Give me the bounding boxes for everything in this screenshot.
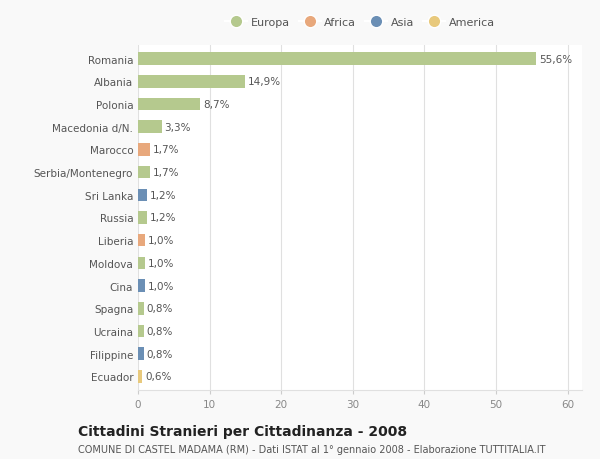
Text: 1,2%: 1,2% (149, 190, 176, 201)
Bar (138, 235, 145, 247)
Text: 0,8%: 0,8% (146, 303, 173, 313)
Bar (138, 53, 536, 66)
Text: 14,9%: 14,9% (248, 77, 281, 87)
Bar (138, 347, 144, 360)
Bar (138, 325, 144, 337)
Text: Cittadini Stranieri per Cittadinanza - 2008: Cittadini Stranieri per Cittadinanza - 2… (78, 425, 407, 438)
Bar (138, 121, 161, 134)
Text: 55,6%: 55,6% (539, 55, 572, 64)
Bar (138, 76, 245, 89)
Bar (138, 189, 146, 202)
Text: 0,8%: 0,8% (146, 326, 173, 336)
Text: 0,8%: 0,8% (146, 349, 173, 359)
Legend: Europa, Africa, Asia, America: Europa, Africa, Asia, America (221, 14, 499, 33)
Text: COMUNE DI CASTEL MADAMA (RM) - Dati ISTAT al 1° gennaio 2008 - Elaborazione TUTT: COMUNE DI CASTEL MADAMA (RM) - Dati ISTA… (78, 444, 545, 454)
Bar (138, 144, 150, 157)
Text: 1,7%: 1,7% (153, 168, 179, 178)
Text: 1,0%: 1,0% (148, 235, 175, 246)
Text: 3,3%: 3,3% (164, 123, 191, 133)
Bar (138, 370, 142, 383)
Text: 8,7%: 8,7% (203, 100, 230, 110)
Bar (138, 302, 144, 315)
Bar (138, 167, 150, 179)
Bar (138, 99, 200, 111)
Text: 1,7%: 1,7% (153, 145, 179, 155)
Bar (138, 280, 145, 292)
Text: 1,2%: 1,2% (149, 213, 176, 223)
Bar (138, 257, 145, 269)
Text: 1,0%: 1,0% (148, 281, 175, 291)
Bar (138, 212, 146, 224)
Text: 0,6%: 0,6% (145, 372, 172, 381)
Text: 1,0%: 1,0% (148, 258, 175, 269)
